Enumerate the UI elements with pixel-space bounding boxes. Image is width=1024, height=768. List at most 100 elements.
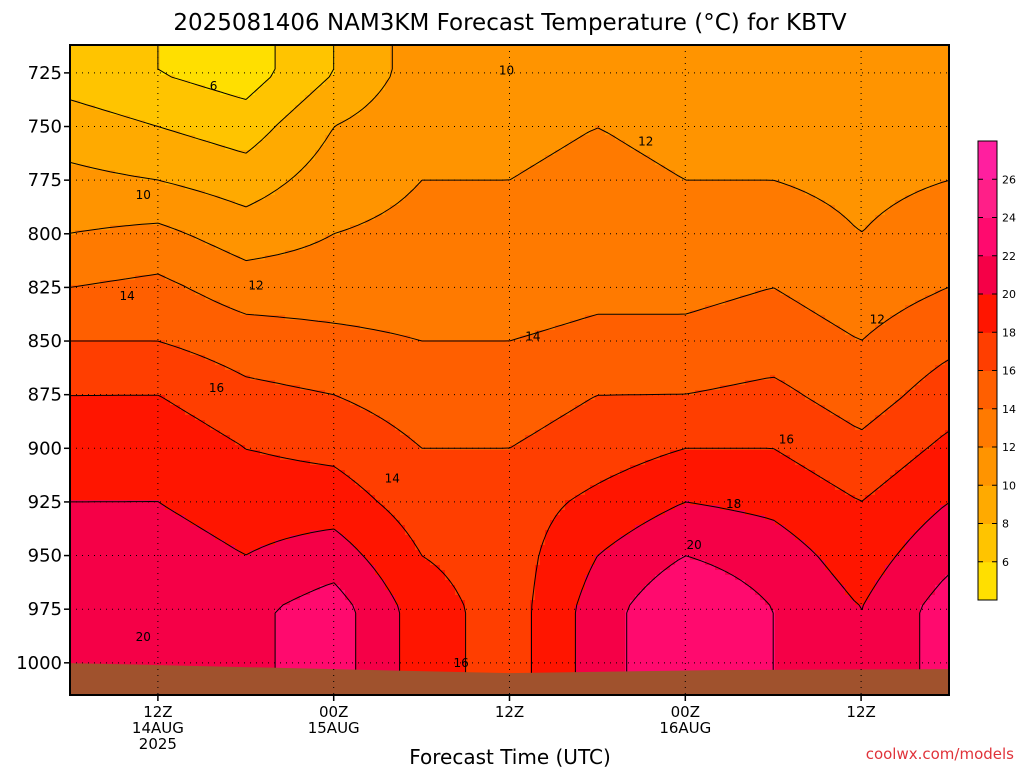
field-cell (120, 305, 126, 311)
field-cell (220, 395, 226, 401)
field-cell (100, 95, 106, 101)
field-cell (85, 655, 91, 661)
field-cell (100, 355, 106, 361)
field-cell (205, 580, 211, 586)
field-cell (100, 645, 106, 651)
field-cell (255, 185, 261, 191)
field-cell (100, 150, 106, 156)
field-cell (150, 405, 156, 411)
field-cell (150, 575, 156, 581)
field-cell (230, 185, 236, 191)
field-cell (190, 560, 196, 566)
field-cell (180, 500, 186, 506)
field-cell (195, 425, 201, 431)
field-cell (135, 360, 141, 366)
field-cell (140, 490, 146, 496)
field-cell (210, 320, 216, 326)
field-cell (255, 150, 261, 156)
field-cell (100, 85, 106, 91)
field-cell (145, 195, 151, 201)
field-cell (70, 170, 76, 176)
field-cell (175, 600, 181, 606)
field-cell (130, 130, 136, 136)
field-cell (75, 615, 81, 621)
field-cell (240, 330, 246, 336)
field-cell (125, 110, 131, 116)
field-cell (165, 580, 171, 586)
field-cell (130, 210, 136, 216)
field-cell (195, 85, 201, 91)
field-cell (190, 150, 196, 156)
field-cell (190, 615, 196, 621)
field-cell (130, 270, 136, 276)
field-cell (95, 290, 101, 296)
field-cell (130, 110, 136, 116)
field-cell (105, 395, 111, 401)
field-cell (75, 460, 81, 466)
field-cell (155, 195, 161, 201)
field-cell (255, 95, 261, 101)
field-cell (165, 205, 171, 211)
field-cell (85, 305, 91, 311)
field-cell (130, 280, 136, 286)
field-cell (100, 105, 106, 111)
field-cell (230, 510, 236, 516)
field-cell (205, 305, 211, 311)
field-cell (240, 500, 246, 506)
field-cell (215, 540, 221, 546)
field-cell (125, 585, 131, 591)
field-cell (250, 495, 256, 501)
field-cell (130, 635, 136, 641)
field-cell (235, 595, 241, 601)
field-cell (230, 650, 236, 656)
field-cell (170, 180, 176, 186)
field-cell (70, 555, 76, 561)
field-cell (130, 230, 136, 236)
field-cell (225, 575, 231, 581)
field-cell (210, 130, 216, 136)
field-cell (170, 335, 176, 341)
field-cell (245, 295, 251, 301)
field-cell (170, 190, 176, 196)
field-cell (250, 225, 256, 231)
field-cell (100, 430, 106, 436)
field-cell (150, 95, 156, 101)
field-cell (80, 135, 86, 141)
field-cell (115, 485, 121, 491)
field-cell (255, 145, 261, 151)
field-cell (110, 370, 116, 376)
field-cell (185, 440, 191, 446)
field-cell (160, 550, 166, 556)
field-cell (190, 50, 196, 56)
field-cell (75, 520, 81, 526)
field-cell (75, 235, 81, 241)
field-cell (100, 550, 106, 556)
field-cell (75, 240, 81, 246)
field-cell (190, 425, 196, 431)
field-cell (190, 140, 196, 146)
field-cell (80, 190, 86, 196)
field-cell (80, 145, 86, 151)
field-cell (115, 360, 121, 366)
field-cell (115, 345, 121, 351)
field-cell (220, 330, 226, 336)
field-cell (135, 390, 141, 396)
field-cell (225, 245, 231, 251)
field-cell (160, 635, 166, 641)
field-cell (260, 65, 266, 71)
field-cell (125, 645, 131, 651)
field-cell (125, 505, 131, 511)
field-cell (150, 160, 156, 166)
field-cell (70, 390, 76, 396)
field-cell (165, 100, 171, 106)
field-cell (95, 305, 101, 311)
field-cell (215, 455, 221, 461)
field-cell (145, 340, 151, 346)
field-cell (200, 160, 206, 166)
field-cell (245, 555, 251, 561)
field-cell (210, 475, 216, 481)
field-cell (160, 470, 166, 476)
field-cell (75, 660, 81, 666)
field-cell (80, 140, 86, 146)
field-cell (145, 290, 151, 296)
